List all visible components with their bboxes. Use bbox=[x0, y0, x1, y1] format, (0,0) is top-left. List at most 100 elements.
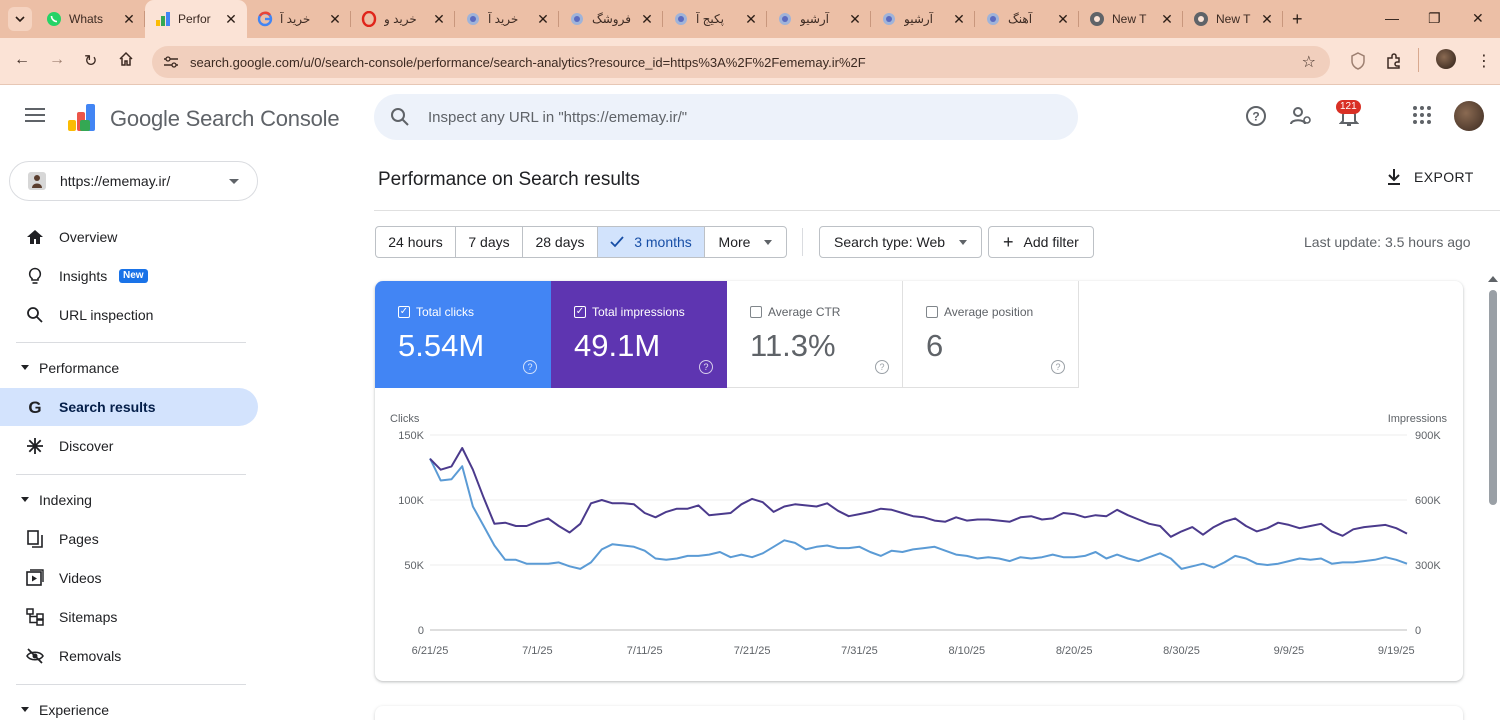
sidebar-item-sitemaps[interactable]: Sitemaps bbox=[0, 598, 258, 636]
bookmark-star-icon[interactable]: ☆ bbox=[1301, 54, 1316, 71]
browser-menu-icon[interactable]: ⋮ bbox=[1476, 53, 1492, 70]
close-window-icon[interactable]: ✕ bbox=[1472, 10, 1484, 26]
date-range-more[interactable]: More bbox=[705, 227, 786, 257]
site-info-icon[interactable] bbox=[162, 53, 180, 71]
help-icon[interactable]: ? bbox=[1051, 360, 1065, 374]
new-tab-button[interactable]: + bbox=[1292, 9, 1303, 29]
date-range-24-hours[interactable]: 24 hours bbox=[376, 227, 456, 257]
tab-separator bbox=[662, 11, 663, 27]
collapse-triangle-icon bbox=[21, 365, 29, 370]
account-avatar[interactable] bbox=[1454, 101, 1484, 131]
browser-tab[interactable]: فروشگ ✕ bbox=[559, 0, 663, 38]
collapse-triangle-icon bbox=[21, 497, 29, 502]
close-tab-icon[interactable]: ✕ bbox=[537, 10, 549, 27]
browser-tab[interactable]: Whats ✕ bbox=[36, 0, 145, 38]
date-range-28-days[interactable]: 28 days bbox=[523, 227, 598, 257]
browser-tab[interactable]: آهنگ ✕ bbox=[975, 0, 1079, 38]
sidebar-item-url-inspection[interactable]: URL inspection bbox=[0, 296, 258, 334]
browser-tab[interactable]: خرید آ ✕ bbox=[455, 0, 559, 38]
search-type-dropdown[interactable]: Search type: Web bbox=[819, 226, 983, 258]
browser-tab[interactable]: آرشیو ✕ bbox=[767, 0, 871, 38]
tab-search-button[interactable] bbox=[8, 7, 32, 31]
close-tab-icon[interactable]: ✕ bbox=[641, 10, 653, 27]
y-tick-label-right: 300K bbox=[1415, 560, 1441, 572]
browser-tab[interactable]: Perfor ✕ bbox=[145, 0, 247, 38]
date-range-label: 24 hours bbox=[388, 234, 443, 250]
close-tab-icon[interactable]: ✕ bbox=[1161, 10, 1173, 27]
series-line-impressions bbox=[429, 447, 1408, 538]
main-menu-icon[interactable] bbox=[25, 108, 45, 122]
sidebar-section-performance[interactable]: Performance bbox=[0, 353, 258, 383]
sidebar-section-indexing[interactable]: Indexing bbox=[0, 485, 258, 515]
scroll-up-arrow-icon[interactable] bbox=[1488, 276, 1498, 282]
date-range-label: 7 days bbox=[468, 234, 510, 250]
sidebar-item-discover[interactable]: Discover bbox=[0, 427, 258, 465]
help-icon[interactable]: ? bbox=[523, 360, 537, 374]
browser-tab[interactable]: خرید و ✕ bbox=[351, 0, 455, 38]
close-tab-icon[interactable]: ✕ bbox=[1261, 10, 1273, 27]
metric-label: Average position bbox=[944, 305, 1034, 319]
search-console-icon bbox=[155, 11, 171, 27]
help-icon[interactable]: ? bbox=[875, 360, 889, 374]
extensions-puzzle-icon[interactable] bbox=[1385, 52, 1403, 75]
sidebar-item-removals[interactable]: Removals bbox=[0, 637, 258, 675]
checkbox-checked-icon[interactable]: ✓ bbox=[398, 306, 410, 318]
browser-tab[interactable]: New T ✕ bbox=[1183, 0, 1283, 38]
profile-avatar[interactable] bbox=[1436, 49, 1456, 69]
x-tick-label: 9/19/25 bbox=[1378, 645, 1415, 657]
reload-button[interactable]: ↻ bbox=[84, 53, 98, 70]
export-button[interactable]: EXPORT bbox=[1386, 168, 1474, 186]
date-range-label: 28 days bbox=[535, 234, 585, 250]
metric-average-position[interactable]: Average position 6 ? bbox=[903, 281, 1079, 388]
shield-extension-icon[interactable] bbox=[1350, 52, 1366, 75]
restore-icon[interactable]: ❐ bbox=[1428, 10, 1441, 26]
url-inspection-input[interactable] bbox=[428, 108, 1048, 126]
home-button[interactable] bbox=[118, 51, 134, 72]
add-filter-button[interactable]: + Add filter bbox=[988, 226, 1094, 258]
checkbox-unchecked-icon[interactable] bbox=[926, 306, 938, 318]
date-range-3-months[interactable]: 3 months bbox=[598, 227, 705, 257]
browser-tab-title: آرشیو bbox=[800, 12, 830, 26]
metric-total-clicks[interactable]: ✓ Total clicks 5.54M ? bbox=[375, 281, 551, 388]
close-tab-icon[interactable]: ✕ bbox=[1057, 10, 1069, 27]
sidebar-item-videos[interactable]: Videos bbox=[0, 559, 258, 597]
sidebar-item-pages[interactable]: Pages bbox=[0, 520, 258, 558]
browser-tab[interactable]: خرید آ ✕ bbox=[247, 0, 351, 38]
browser-tab[interactable]: آرشیو ✕ bbox=[871, 0, 975, 38]
browser-tab-title: New T bbox=[1112, 12, 1147, 26]
checkbox-unchecked-icon[interactable] bbox=[750, 306, 762, 318]
date-range-7-days[interactable]: 7 days bbox=[456, 227, 523, 257]
chevron-down-icon bbox=[15, 16, 25, 22]
help-icon[interactable]: ? bbox=[699, 360, 713, 374]
address-bar[interactable]: search.google.com/u/0/search-console/per… bbox=[152, 46, 1330, 78]
browser-tab-title: خرید آ bbox=[488, 12, 519, 26]
browser-tab[interactable]: پکیج آ ✕ bbox=[663, 0, 767, 38]
metric-total-impressions[interactable]: ✓ Total impressions 49.1M ? bbox=[551, 281, 727, 388]
browser-tab[interactable]: New T ✕ bbox=[1079, 0, 1183, 38]
close-tab-icon[interactable]: ✕ bbox=[123, 10, 135, 27]
close-tab-icon[interactable]: ✕ bbox=[433, 10, 445, 27]
property-selector[interactable]: https://ememay.ir/ bbox=[9, 161, 258, 201]
forward-button[interactable]: → bbox=[49, 51, 65, 68]
help-icon[interactable]: ? bbox=[1245, 105, 1267, 132]
sidebar-section-label: Experience bbox=[39, 702, 110, 718]
checkbox-checked-icon[interactable]: ✓ bbox=[574, 306, 586, 318]
sidebar-item-search-results[interactable]: G Search results bbox=[0, 388, 258, 426]
page-scrollbar[interactable] bbox=[1489, 290, 1497, 505]
close-tab-icon[interactable]: ✕ bbox=[953, 10, 965, 27]
back-button[interactable]: ← bbox=[14, 51, 30, 68]
close-tab-icon[interactable]: ✕ bbox=[225, 10, 237, 27]
minimize-icon[interactable]: — bbox=[1385, 10, 1399, 26]
close-tab-icon[interactable]: ✕ bbox=[745, 10, 757, 27]
close-tab-icon[interactable]: ✕ bbox=[329, 10, 341, 27]
plus-icon: + bbox=[1003, 231, 1014, 252]
url-inspection-search[interactable] bbox=[374, 94, 1078, 140]
close-tab-icon[interactable]: ✕ bbox=[849, 10, 861, 27]
manage-users-icon[interactable] bbox=[1290, 105, 1312, 132]
apps-grid-icon[interactable] bbox=[1412, 105, 1432, 130]
sidebar-section-experience[interactable]: Experience bbox=[0, 695, 258, 720]
address-url: search.google.com/u/0/search-console/per… bbox=[190, 54, 866, 70]
metric-average-ctr[interactable]: Average CTR 11.3% ? bbox=[727, 281, 903, 388]
sidebar-item-overview[interactable]: Overview bbox=[0, 218, 258, 256]
sidebar-item-insights[interactable]: Insights New bbox=[0, 257, 258, 295]
